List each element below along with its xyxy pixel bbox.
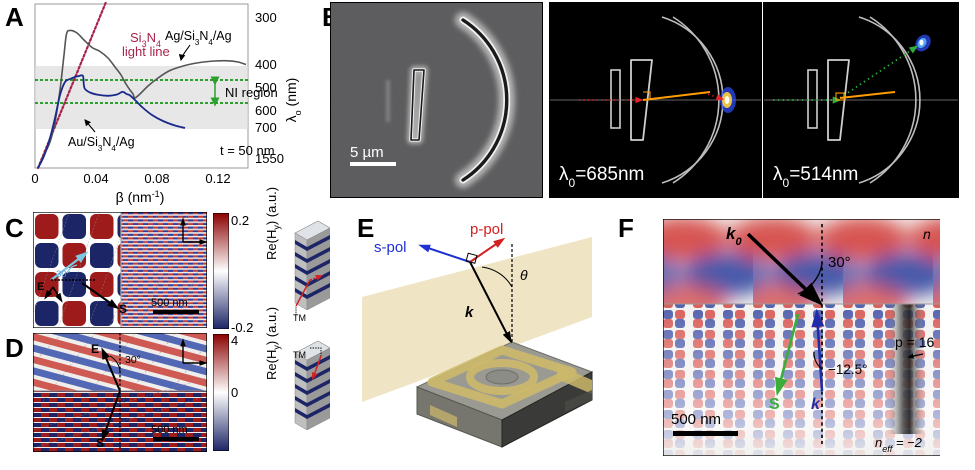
svg-text:p-pol: p-pol — [470, 222, 503, 238]
svg-text:light line: light line — [122, 44, 170, 59]
svg-text:n: n — [923, 226, 931, 242]
svg-text:S: S — [769, 396, 780, 413]
svg-text:E: E — [91, 342, 99, 356]
svg-text:0: 0 — [31, 171, 38, 186]
svg-text:p = 16: p = 16 — [895, 334, 935, 350]
svg-text:β (nm-1): β (nm-1) — [116, 189, 165, 205]
svg-text:−12.5°: −12.5° — [828, 362, 868, 377]
svg-text:k: k — [465, 304, 474, 321]
svg-text:TM: TM — [293, 350, 306, 360]
svg-text:k: k — [811, 396, 821, 413]
svg-text:500 nm: 500 nm — [151, 424, 188, 436]
svg-text:S: S — [96, 436, 104, 450]
svg-text:s-pol: s-pol — [374, 239, 407, 256]
svg-text:400: 400 — [255, 57, 277, 72]
svg-text:E: E — [37, 281, 44, 293]
svg-text:0.08: 0.08 — [144, 171, 169, 186]
svg-text:λo (nm): λo (nm) — [283, 78, 303, 123]
svg-text:0.04: 0.04 — [83, 171, 108, 186]
svg-text:NI region: NI region — [225, 85, 278, 100]
svg-text:500 nm: 500 nm — [151, 297, 188, 309]
svg-text:600: 600 — [255, 103, 277, 118]
svg-text:500 nm: 500 nm — [671, 411, 721, 428]
svg-text:30°: 30° — [125, 354, 141, 366]
svg-text:5 µm: 5 µm — [350, 144, 384, 161]
svg-text:t = 50 nm: t = 50 nm — [220, 143, 275, 158]
svg-text:30°: 30° — [828, 254, 851, 271]
svg-text:S: S — [119, 302, 127, 316]
svg-text:TM: TM — [293, 313, 306, 323]
svg-text:θ: θ — [520, 267, 528, 283]
svg-text:0.12: 0.12 — [205, 171, 230, 186]
svg-text:700: 700 — [255, 120, 277, 135]
svg-text:300: 300 — [255, 10, 277, 25]
